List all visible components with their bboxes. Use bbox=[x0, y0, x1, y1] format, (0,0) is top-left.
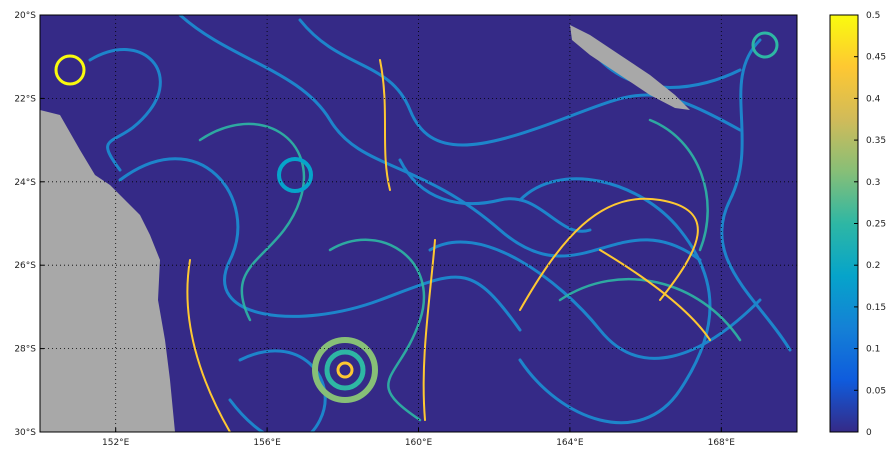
filaments bbox=[54, 15, 792, 432]
lat-tick-label: 30°S bbox=[14, 428, 36, 438]
colorbar-tick-label: 0.45 bbox=[866, 53, 886, 63]
colorbar-tick-label: 0.05 bbox=[866, 386, 886, 396]
colorbar-tick-label: 0.15 bbox=[866, 303, 886, 313]
new-caledonia bbox=[570, 25, 690, 110]
lon-tick-label: 168°E bbox=[708, 438, 736, 448]
colorbar-tick-label: 0 bbox=[866, 428, 872, 438]
lon-tick-label: 164°E bbox=[556, 438, 584, 448]
lon-tick-label: 156°E bbox=[253, 438, 281, 448]
lon-tick-label: 152°E bbox=[102, 438, 130, 448]
lon-tick-label: 160°E bbox=[405, 438, 433, 448]
colorbar-tick-label: 0.1 bbox=[866, 345, 880, 355]
lat-tick-label: 20°S bbox=[14, 11, 36, 21]
lat-tick-label: 24°S bbox=[14, 178, 36, 188]
australia bbox=[40, 110, 175, 432]
land bbox=[40, 25, 690, 432]
colorbar-tick-label: 0.4 bbox=[866, 94, 881, 104]
colorbar-tick-label: 0.2 bbox=[866, 261, 880, 271]
colorbar bbox=[829, 14, 859, 433]
lat-tick-label: 28°S bbox=[14, 345, 36, 355]
colorbar-tick-label: 0.3 bbox=[866, 178, 880, 188]
lat-tick-label: 22°S bbox=[14, 94, 36, 104]
lat-tick-label: 26°S bbox=[14, 261, 36, 271]
colorbar-tick-label: 0.35 bbox=[866, 136, 886, 146]
colorbar-tick-label: 0.5 bbox=[866, 11, 880, 21]
colorbar-tick-label: 0.25 bbox=[866, 220, 886, 230]
